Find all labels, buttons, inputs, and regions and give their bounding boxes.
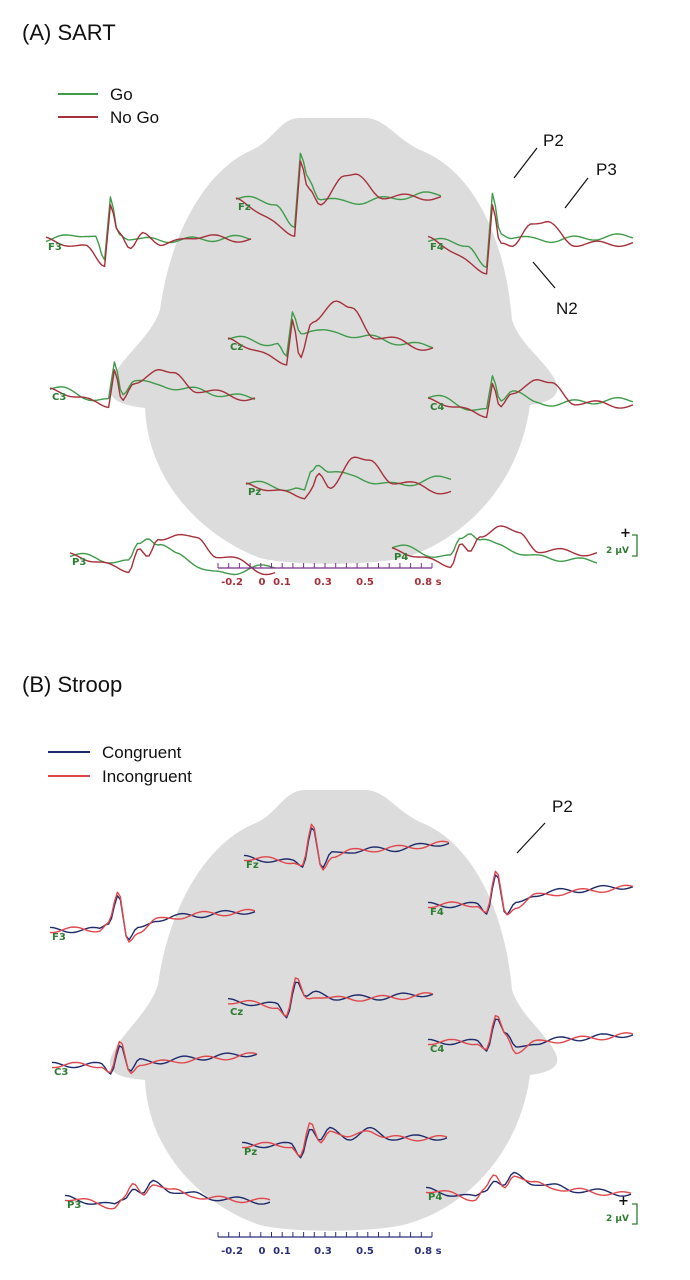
trace-cz-incongruent [227,977,434,1017]
time-axis-a: -0.2 0 0.1 0.3 0.5 0.8 s [217,563,442,588]
tick-label: 0 [259,577,266,588]
electrode-label-c4: C4 [430,402,444,413]
trace-p3-no-go [69,533,276,576]
trace-cz-no-go [227,300,434,366]
trace-f4-incongruent [427,870,634,916]
trace-f4-go [427,192,634,269]
electrode-label-p4: P4 [428,1192,442,1203]
legend-label-congruent: Congruent [102,743,182,762]
electrode-label-f3: F3 [48,242,62,253]
tick-label: 0.5 [356,1246,374,1257]
tick-label: -0.2 [221,1246,243,1257]
electrode-label-c3: C3 [52,392,66,403]
annotation-p3: P3 [596,160,617,179]
legend-label-nogo: No Go [110,108,159,127]
electrode-label-p3: P3 [67,1200,81,1211]
trace-c3-incongruent [51,1040,258,1075]
trace-p4-incongruent [425,1174,632,1202]
electrode-label-f4: F4 [430,242,444,253]
head-silhouette [109,118,558,564]
legend-label-go: Go [110,85,133,104]
panel-b-stroop: (B) Stroop Congruent Incongruent Fz F3 F4 C… [22,672,638,1257]
scale-bar-label-a: 2 µV [606,546,629,556]
trace-fz-incongruent [243,823,450,871]
trace-p3-incongruent [64,1183,271,1210]
electrode-label-pz: Pz [248,487,261,498]
electrode-label-fz: Fz [238,202,251,213]
trace-p3-congruent [64,1179,271,1205]
tick-label: 0.1 [273,1246,291,1257]
trace-fz-no-go [235,160,442,237]
electrode-label-cz: Cz [230,342,243,353]
trace-c3-go [49,361,256,402]
electrode-label-p4: P4 [394,552,408,563]
legend-label-incongruent: Incongruent [102,767,192,786]
n2-annotation-line [532,261,556,289]
trace-f4-no-go [427,204,634,275]
scale-bar-b [632,1203,638,1225]
trace-f3-go [45,196,252,261]
tick-label: 0.3 [314,577,332,588]
trace-pz-no-go [245,456,452,500]
electrode-label-cz: Cz [230,1007,243,1018]
scale-bar-plus-b: + [618,1194,629,1209]
traces-panel-a: F3 Fz F4 Cz C3 C4 Pz P3 P4 [45,152,634,576]
traces-panel-b: Fz F3 F4 Cz C3 C4 Pz P3 P4 [49,823,634,1211]
trace-cz-go [227,311,434,357]
tick-label: 0.1 [273,577,291,588]
trace-cz-congruent [227,981,434,1019]
trace-p4-no-go [391,525,598,569]
panel-a-title: (A) SART [22,20,116,45]
trace-f3-incongruent [49,891,256,943]
trace-p4-go [391,533,598,564]
electrode-label-c3: C3 [54,1067,68,1078]
p2-annotation-line [516,822,546,854]
tick-label: 0 [259,1246,266,1257]
annotation-p2: P2 [543,131,564,150]
electrode-label-pz: Pz [244,1147,257,1158]
scale-bar-label-b: 2 µV [606,1214,629,1224]
tick-label: 0.3 [314,1246,332,1257]
electrode-label-f4: F4 [430,907,444,918]
trace-c4-incongruent [427,1014,634,1055]
trace-c4-no-go [427,379,634,419]
electrode-label-f3: F3 [52,932,66,943]
head-silhouette [109,790,558,1231]
tick-label: -0.2 [221,577,243,588]
time-axis-b: -0.2 0 0.1 0.3 0.5 0.8 s [217,1232,442,1257]
tick-label: 0.5 [356,577,374,588]
trace-pz-incongruent [241,1122,448,1157]
trace-c3-no-go [49,369,256,409]
scale-bar-plus-a: + [620,526,631,541]
electrode-label-fz: Fz [246,860,259,871]
electrode-label-c4: C4 [430,1044,444,1055]
p2-annotation-line [513,147,538,179]
scale-bar-a [632,534,638,557]
electrode-label-p3: P3 [72,557,86,568]
panel-b-title: (B) Stroop [22,672,122,697]
trace-p4-congruent [425,1171,632,1197]
annotation-p2: P2 [552,797,573,816]
trace-f3-no-go [45,204,252,268]
tick-label: 0.8 s [414,577,441,588]
trace-fz-go [235,152,442,229]
p3-annotation-line [564,177,589,209]
annotation-n2: N2 [556,299,578,318]
tick-label: 0.8 s [414,1246,441,1257]
